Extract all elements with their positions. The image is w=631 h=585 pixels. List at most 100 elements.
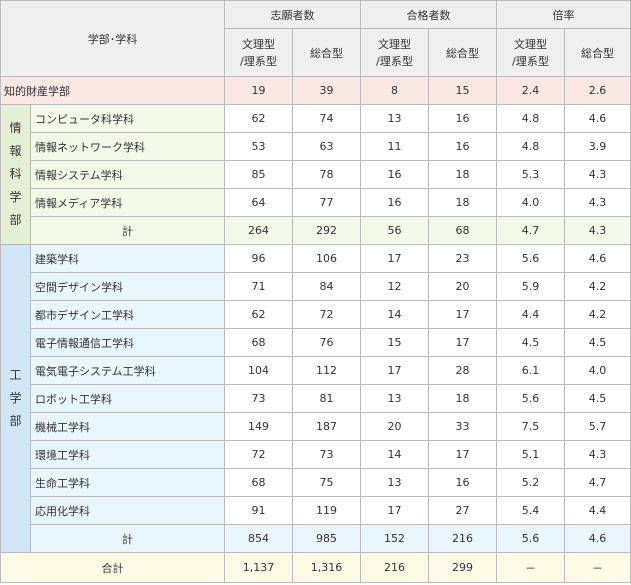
value-cell: 76	[292, 328, 361, 357]
value-cell: 5.4	[496, 496, 565, 525]
faculty-char: 学	[9, 391, 22, 405]
value-cell: 78	[292, 160, 361, 189]
department-name: 知的財産学部	[0, 76, 225, 105]
value-cell: 4.3	[564, 160, 631, 189]
table-row: 情報ネットワーク学科 53 63 11 16 4.8 3.9	[1, 132, 631, 161]
value-cell: 4.3	[564, 440, 631, 469]
value-cell: 5.9	[496, 272, 565, 301]
department-name: 空間デザイン学科	[30, 272, 225, 301]
value-cell: 299	[428, 552, 497, 583]
value-cell: 62	[224, 300, 293, 329]
value-cell: 5.6	[496, 384, 565, 413]
value-cell: 106	[292, 244, 361, 273]
value-cell: 5.3	[496, 160, 565, 189]
department-name: 機械工学科	[30, 412, 225, 441]
value-cell: 4.5	[564, 328, 631, 357]
value-cell: 187	[292, 412, 361, 441]
table-row: 電気電子システム工学科 104 112 17 28 6.1 4.0	[1, 356, 631, 385]
value-cell: 4.6	[564, 524, 631, 553]
table-row: 応用化学科 91 119 17 27 5.4 4.4	[1, 496, 631, 525]
value-cell: 17	[428, 300, 497, 329]
value-cell: 104	[224, 356, 293, 385]
value-cell: 20	[360, 412, 429, 441]
value-cell: 16	[428, 104, 497, 133]
value-cell: 3.9	[564, 132, 631, 161]
value-cell: 4.4	[564, 496, 631, 525]
value-cell: 18	[428, 160, 497, 189]
value-cell: 119	[292, 496, 361, 525]
value-cell: 1,137	[224, 552, 293, 583]
faculty-char: 報	[9, 144, 22, 158]
table-row: 情報科学部コンピュータ科学科 62 74 13 16 4.8 4.6	[0, 104, 631, 245]
department-name: コンピュータ科学科	[30, 104, 225, 133]
subheader-bunri-line2: /理系型	[512, 54, 549, 68]
department-name: 環境工学科	[30, 440, 225, 469]
department-name: 電気電子システム工学科	[30, 356, 225, 385]
department-name: 情報メディア学科	[30, 188, 225, 217]
table-row: 空間デザイン学科 71 84 12 20 5.9 4.2	[1, 272, 631, 301]
value-cell: 15	[360, 328, 429, 357]
faculty-char: 部	[9, 213, 22, 227]
subheader-sogo: 総合型	[428, 28, 497, 77]
value-cell: 39	[292, 76, 361, 105]
value-cell: 75	[292, 468, 361, 497]
subheader-bunri-line1: 文理型	[514, 37, 547, 51]
value-cell: 68	[224, 468, 293, 497]
faculty-char: 部	[9, 414, 22, 428]
value-cell: 18	[428, 188, 497, 217]
value-cell: 4.0	[496, 188, 565, 217]
subtotal-label: 計	[30, 216, 225, 245]
value-cell: 6.1	[496, 356, 565, 385]
department-name: 生命工学科	[30, 468, 225, 497]
value-cell: 77	[292, 188, 361, 217]
value-cell: 81	[292, 384, 361, 413]
value-cell: 4.5	[564, 384, 631, 413]
value-cell: 62	[224, 104, 293, 133]
table-row: ロボット工学科 73 81 13 18 5.6 4.5	[1, 384, 631, 413]
value-cell: 4.7	[496, 216, 565, 245]
department-name: 情報システム学科	[30, 160, 225, 189]
value-cell: 15	[428, 76, 497, 105]
value-cell: 854	[224, 524, 293, 553]
value-cell: 13	[360, 468, 429, 497]
subtotal-label: 計	[30, 524, 225, 553]
value-cell: 149	[224, 412, 293, 441]
subheader-bunri: 文理型/理系型	[360, 28, 429, 77]
value-cell: 292	[292, 216, 361, 245]
value-cell: 4.0	[564, 356, 631, 385]
value-cell: 74	[292, 104, 361, 133]
value-cell: 16	[360, 188, 429, 217]
value-cell: 91	[224, 496, 293, 525]
value-cell: 7.5	[496, 412, 565, 441]
ratio-header: 倍率	[496, 0, 631, 29]
faculty-char: 工	[9, 368, 22, 382]
total-row: 合計 1,137 1,316 216 299 －－	[0, 552, 631, 583]
value-cell: 13	[360, 104, 429, 133]
value-cell: 17	[428, 328, 497, 357]
passed-header: 合格者数	[360, 0, 497, 29]
department-name: 電子情報通信工学科	[30, 328, 225, 357]
value-cell: 4.3	[564, 188, 631, 217]
value-cell: 152	[360, 524, 429, 553]
value-cell: 2.6	[564, 76, 631, 105]
faculty-char: 科	[9, 167, 22, 181]
value-cell: 4.6	[564, 104, 631, 133]
value-cell: 53	[224, 132, 293, 161]
value-cell: 18	[428, 384, 497, 413]
value-cell: －	[496, 552, 565, 583]
department-name: 情報ネットワーク学科	[30, 132, 225, 161]
table-row: 知的財産学部 19 39 8 15 2.4 2.6	[0, 76, 631, 105]
value-cell: 27	[428, 496, 497, 525]
table-row: 電子情報通信工学科 68 76 15 17 4.5 4.5	[1, 328, 631, 357]
value-cell: 985	[292, 524, 361, 553]
value-cell: 4.6	[564, 244, 631, 273]
department-name: 建築学科	[30, 244, 225, 273]
department-name: 都市デザイン工学科	[30, 300, 225, 329]
value-cell: 19	[224, 76, 293, 105]
value-cell: 5.1	[496, 440, 565, 469]
value-cell: 28	[428, 356, 497, 385]
value-cell: 20	[428, 272, 497, 301]
value-cell: 13	[360, 384, 429, 413]
value-cell: 73	[292, 440, 361, 469]
value-cell: 96	[224, 244, 293, 273]
